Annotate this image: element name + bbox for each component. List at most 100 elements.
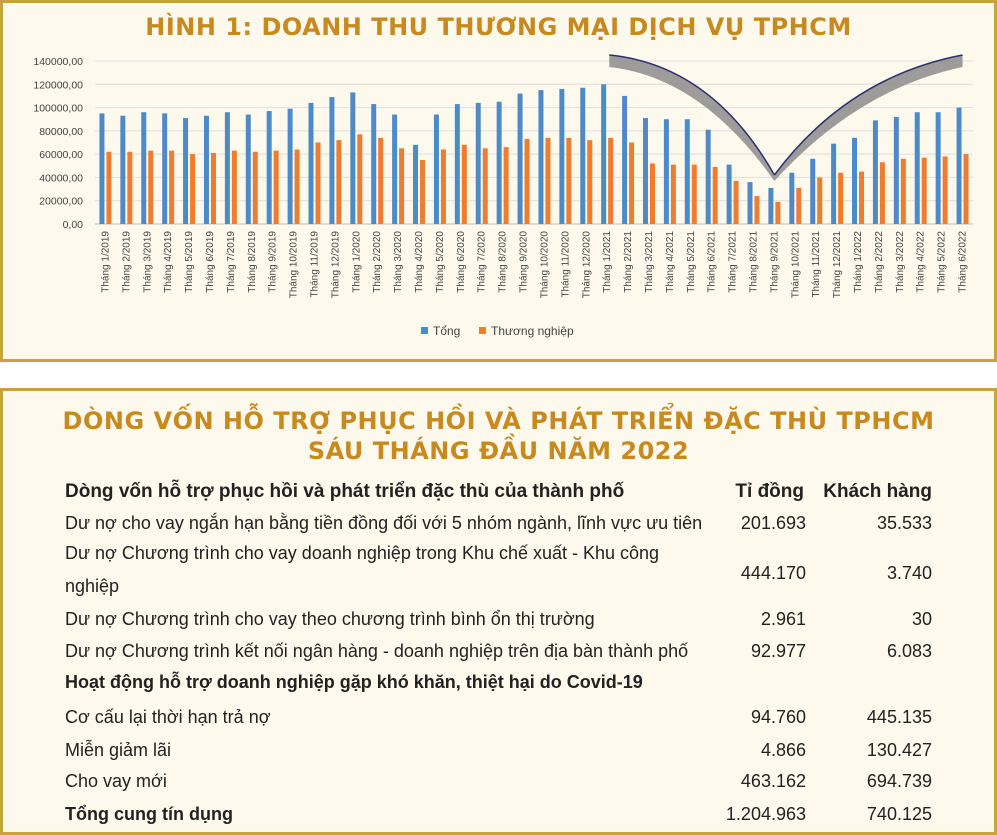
x-tick-label: Tháng 12/2019 <box>330 231 341 299</box>
row-value-khach-hang: 35.533 <box>876 513 932 533</box>
x-tick-label: Tháng 5/2021 <box>686 231 697 293</box>
x-tick-label: Tháng 2/2019 <box>121 231 132 293</box>
row-label: Dư nợ Chương trình kết nối ngân hàng - d… <box>65 641 689 661</box>
row-label: Cơ cấu lại thời hạn trả nợ <box>65 707 271 727</box>
row-value-ti-dong: 4.866 <box>760 740 806 760</box>
bar-thuong-nghiep <box>399 148 405 224</box>
bar-thuong-nghiep <box>775 201 781 224</box>
bar-tong <box>433 114 439 224</box>
x-tick-label: Tháng 10/2019 <box>289 231 300 299</box>
bar-thuong-nghiep <box>252 151 258 224</box>
bar-thuong-nghiep <box>148 150 154 224</box>
row-label: Cho vay mới <box>65 771 167 791</box>
row-label: Tổng cung tín dụng <box>65 804 233 824</box>
x-tick-label: Tháng 11/2020 <box>560 231 571 298</box>
x-tick-label: Tháng 3/2021 <box>644 231 655 293</box>
x-tick-label: Tháng 6/2020 <box>456 231 467 293</box>
chart-panel: HÌNH 1: DOANH THU THƯƠNG MẠI DỊCH VỤ TPH… <box>0 0 997 362</box>
row-value-ti-dong: 201.693 <box>740 513 806 533</box>
bar-tong <box>350 92 356 224</box>
bar-thuong-nghiep <box>754 196 760 224</box>
x-tick-label: Tháng 2/2021 <box>623 231 634 293</box>
x-tick-label: Tháng 1/2019 <box>100 231 111 293</box>
bar-tong <box>893 116 899 224</box>
y-tick-label: 40000,00 <box>39 172 83 184</box>
row-value-khach-hang: 740.125 <box>866 804 932 824</box>
x-tick-label: Tháng 4/2020 <box>414 231 425 293</box>
bar-tong <box>413 144 419 224</box>
x-tick-label: Tháng 8/2020 <box>498 231 509 293</box>
x-tick-label: Tháng 5/2020 <box>435 231 446 293</box>
bar-thuong-nghiep <box>106 151 112 224</box>
bar-thuong-nghiep <box>670 164 676 224</box>
bar-thuong-nghiep <box>817 177 823 224</box>
bar-tong <box>475 102 481 224</box>
chart-title: HÌNH 1: DOANH THU THƯƠNG MẠI DỊCH VỤ TPH… <box>145 13 852 41</box>
y-tick-label: 60000,00 <box>39 149 83 161</box>
x-tick-label: Tháng 9/2019 <box>268 231 279 293</box>
x-tick-label: Tháng 12/2021 <box>832 231 843 299</box>
bar-thuong-nghiep <box>420 159 426 224</box>
bar-thuong-nghiep <box>127 151 133 224</box>
row-value-ti-dong: 1.204.963 <box>725 804 806 824</box>
header-col-ti-dong: Tỉ đồng <box>735 481 804 502</box>
bar-tong <box>287 108 293 224</box>
row-value-khach-hang: 3.740 <box>886 563 932 583</box>
row-value-ti-dong: 92.977 <box>750 641 806 661</box>
bar-thuong-nghiep <box>545 137 551 224</box>
bar-chart: 0,00 20000,00 40000,00 60000,00 80000,00 1000… <box>33 54 973 338</box>
table-total-row: Tổng cung tín dụng 1.204.963 740.125 <box>3 804 994 834</box>
bar-tong <box>768 187 774 224</box>
bar-thuong-nghiep <box>942 156 948 224</box>
bar-tong <box>684 119 690 224</box>
bar-tong <box>872 120 878 224</box>
bar-thuong-nghiep <box>273 150 279 224</box>
row-value-ti-dong: 444.170 <box>740 563 806 583</box>
x-tick-label: Tháng 11/2019 <box>310 231 321 298</box>
bar-thuong-nghiep <box>294 149 300 224</box>
legend-swatch <box>421 327 428 334</box>
bar-thuong-nghiep <box>440 149 446 224</box>
x-tick-label: Tháng 9/2020 <box>519 231 530 293</box>
table-title-line-1: DÒNG VỐN HỖ TRỢ PHỤC HỒI VÀ PHÁT TRIỂN Đ… <box>62 407 935 435</box>
bar-tong <box>308 102 314 224</box>
bar-tong <box>726 164 732 224</box>
header-col-khach-hang: Khách hàng <box>823 481 932 502</box>
table-row: Cơ cấu lại thời hạn trả nợ 94.760 445.13… <box>3 707 994 737</box>
row-label: Dư nợ Chương trình cho vay doanh nghiệp … <box>65 543 660 563</box>
bar-tong <box>956 107 962 224</box>
bar-tong <box>810 158 816 224</box>
bar-thuong-nghiep <box>900 158 906 224</box>
legend-label: Thương nghiệp <box>491 324 574 338</box>
bar-thuong-nghiep <box>336 140 342 224</box>
row-value-ti-dong: 463.162 <box>740 771 806 791</box>
x-tick-label: Tháng 11/2021 <box>811 231 822 298</box>
bar-thuong-nghiep <box>231 150 237 224</box>
bar-tong <box>371 104 377 224</box>
bar-thuong-nghiep <box>879 162 885 224</box>
bar-tong <box>580 87 586 225</box>
bar-tong <box>99 113 105 224</box>
y-tick-label: 140000,00 <box>33 56 83 68</box>
trend-arrow-right-edge <box>773 54 963 176</box>
bar-tong <box>852 137 858 224</box>
row-label: Miễn giảm lãi <box>65 740 172 760</box>
x-tick-label: Tháng 5/2022 <box>937 231 948 293</box>
row-value-khach-hang: 30 <box>911 609 932 629</box>
row-value-khach-hang: 445.135 <box>866 707 932 727</box>
bar-tong <box>392 114 398 224</box>
bar-tong <box>538 90 544 224</box>
x-tick-label: Tháng 3/2020 <box>393 231 404 293</box>
x-tick-label: Tháng 5/2019 <box>184 231 195 293</box>
row-label-continued: nghiệp <box>65 576 120 596</box>
bar-thuong-nghiep <box>963 154 969 224</box>
row-label: Dư nợ cho vay ngắn hạn bằng tiền đồng đố… <box>65 513 703 533</box>
trend-arrow-left-edge <box>609 54 776 176</box>
bar-thuong-nghiep <box>566 137 572 224</box>
x-tick-label: Tháng 7/2021 <box>728 231 739 293</box>
bar-thuong-nghiep <box>796 187 802 224</box>
bar-tong <box>141 112 147 224</box>
x-tick-label: Tháng 8/2019 <box>247 231 258 293</box>
bar-thuong-nghiep <box>587 140 593 224</box>
bar-tong <box>120 115 126 224</box>
